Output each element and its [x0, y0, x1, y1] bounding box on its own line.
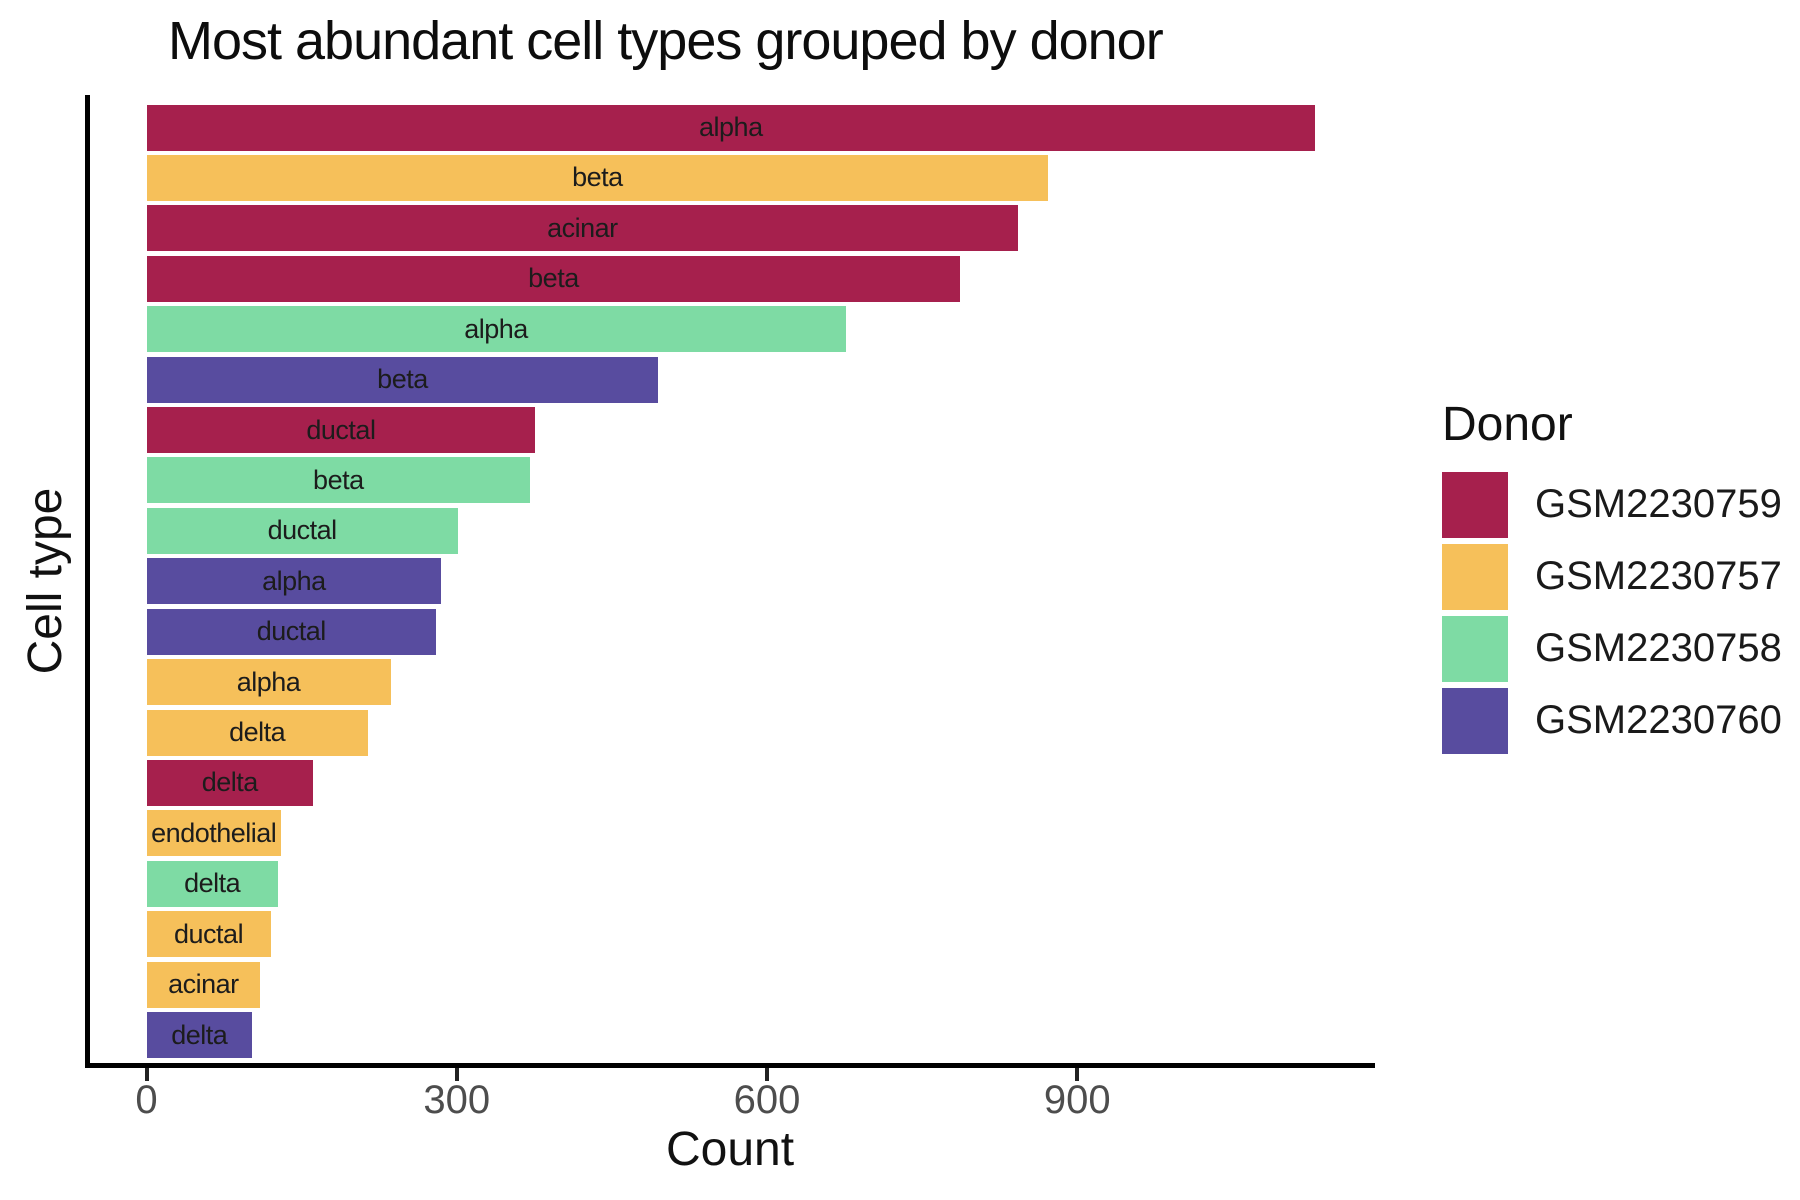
bar-GSM2230758-alpha: alpha	[146, 306, 846, 353]
bar-GSM2230758-beta: beta	[146, 457, 531, 504]
legend-items: GSM2230759 GSM2230757 GSM2230758 GSM2230760	[1442, 471, 1792, 754]
bar-label: ductal	[174, 918, 244, 949]
bar-label: endothelial	[151, 817, 277, 848]
bar-label: ductal	[267, 515, 338, 546]
bar-GSM2230758-delta: delta	[146, 860, 278, 907]
legend-item-GSM2230758: GSM2230758	[1442, 615, 1792, 682]
legend-item-GSM2230760: GSM2230760	[1442, 687, 1792, 754]
bar-GSM2230758-ductal: ductal	[146, 507, 458, 554]
bar-GSM2230757-alpha: alpha	[146, 659, 391, 706]
legend-title: Donor	[1442, 398, 1573, 451]
legend-item-GSM2230759: GSM2230759	[1442, 471, 1792, 538]
bar-label: ductal	[306, 414, 376, 445]
bar-GSM2230759-delta: delta	[146, 759, 313, 806]
legend-color-swatch	[1442, 543, 1508, 610]
bar-label: delta	[184, 868, 241, 899]
bar-GSM2230759-beta: beta	[146, 255, 961, 302]
bar-GSM2230759-ductal: ductal	[146, 407, 536, 454]
bar-label: ductal	[256, 616, 327, 647]
bar-label: alpha	[699, 112, 763, 142]
x-tick-mark	[1075, 1068, 1080, 1081]
bar-label: alpha	[262, 565, 326, 596]
bar-label: acinar	[168, 969, 239, 1000]
legend: Donor GSM2230759 GSM2230757 GSM2230758 GSM2…	[1442, 396, 1792, 760]
bar-label: delta	[229, 717, 286, 748]
bar-GSM2230760-delta: delta	[146, 1012, 252, 1059]
bar-GSM2230757-ductal: ductal	[146, 911, 271, 958]
bar-label: acinar	[547, 212, 618, 243]
legend-item-GSM2230757: GSM2230757	[1442, 543, 1792, 610]
legend-label: GSM2230757	[1535, 554, 1782, 599]
bar-GSM2230760-ductal: ductal	[146, 608, 437, 655]
x-tick-mark	[144, 1068, 149, 1081]
legend-label: GSM2230760	[1535, 698, 1782, 743]
bar-GSM2230757-beta: beta	[146, 154, 1049, 201]
bar-label: beta	[377, 364, 428, 395]
plot-panel: alpha beta acinar beta alpha beta ductal beta du…	[88, 97, 1372, 1065]
bar-GSM2230757-acinar: acinar	[146, 961, 261, 1008]
x-tick-label: 900	[1043, 1078, 1111, 1122]
legend-label: GSM2230758	[1535, 626, 1782, 671]
bar-label: beta	[528, 263, 579, 294]
x-axis-line	[85, 1063, 1375, 1068]
bar-GSM2230757-endothelial: endothelial	[146, 810, 281, 857]
legend-label: GSM2230759	[1535, 482, 1782, 527]
bar-GSM2230760-alpha: alpha	[146, 558, 442, 605]
legend-color-swatch	[1442, 687, 1508, 754]
bar-label: alpha	[236, 666, 301, 697]
x-tick-label: 300	[423, 1078, 491, 1122]
bar-label: alpha	[464, 313, 528, 344]
bar-GSM2230759-acinar: acinar	[146, 205, 1019, 252]
x-tick-mark	[454, 1068, 459, 1081]
bar-label: beta	[313, 464, 364, 495]
y-axis-line	[85, 95, 90, 1068]
chart-title: Most abundant cell types grouped by dono…	[168, 11, 1164, 71]
x-tick-label: 600	[733, 1078, 801, 1122]
bar-label: delta	[201, 767, 259, 798]
bar-label: beta	[572, 162, 623, 193]
x-tick-mark	[765, 1068, 769, 1081]
legend-color-swatch	[1442, 471, 1508, 538]
bar-GSM2230759-alpha: alpha	[146, 104, 1316, 151]
x-tick-label: 0	[135, 1078, 158, 1122]
y-axis-title: Cell type	[19, 487, 72, 675]
bar-GSM2230760-beta: beta	[146, 356, 659, 403]
legend-color-swatch	[1442, 615, 1508, 682]
x-axis-title: Count	[665, 1123, 795, 1176]
bar-GSM2230757-delta: delta	[146, 709, 368, 756]
bar-label: delta	[171, 1019, 228, 1050]
